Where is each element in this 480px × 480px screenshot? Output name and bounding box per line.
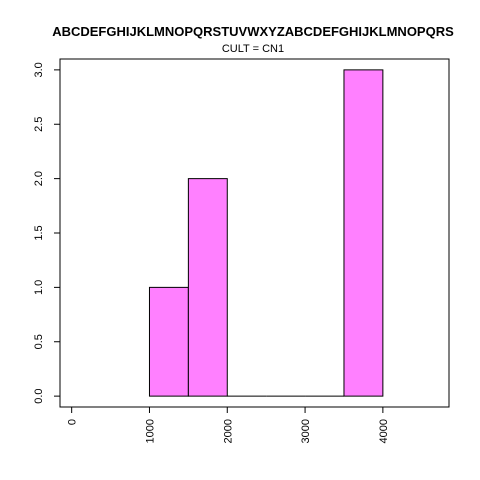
chart-subtitle: CULT = CN1 — [222, 43, 284, 55]
x-tick-label: 3000 — [300, 419, 312, 443]
y-tick-label: 2.0 — [33, 171, 45, 186]
y-tick-label: 0.0 — [33, 388, 45, 403]
y-tick-label: 2.5 — [33, 117, 45, 132]
y-tick-label: 3.0 — [33, 62, 45, 77]
y-tick-label: 0.5 — [33, 334, 45, 349]
x-tick-label: 0 — [67, 419, 79, 425]
chart-title: ABCDEFGHIJKLMNOPQRSTUVWXYZABCDEFGHIJKLMN… — [52, 24, 454, 39]
y-axis: 0.0 0.5 1.0 1.5 2.0 2.5 3.0 — [33, 62, 61, 404]
plot-frame — [59, 58, 450, 408]
y-tick-label: 1.0 — [33, 280, 45, 295]
x-tick-label: 1000 — [144, 419, 156, 443]
histogram-bar — [148, 286, 189, 397]
bars-group — [148, 69, 384, 397]
y-tick-label: 1.5 — [33, 225, 45, 240]
x-tick-label: 4000 — [378, 419, 390, 443]
histogram-bar — [187, 178, 228, 397]
x-tick-label: 2000 — [222, 419, 234, 443]
x-axis: 0 1000 2000 3000 4000 — [67, 406, 390, 443]
histogram-bar — [343, 69, 384, 397]
